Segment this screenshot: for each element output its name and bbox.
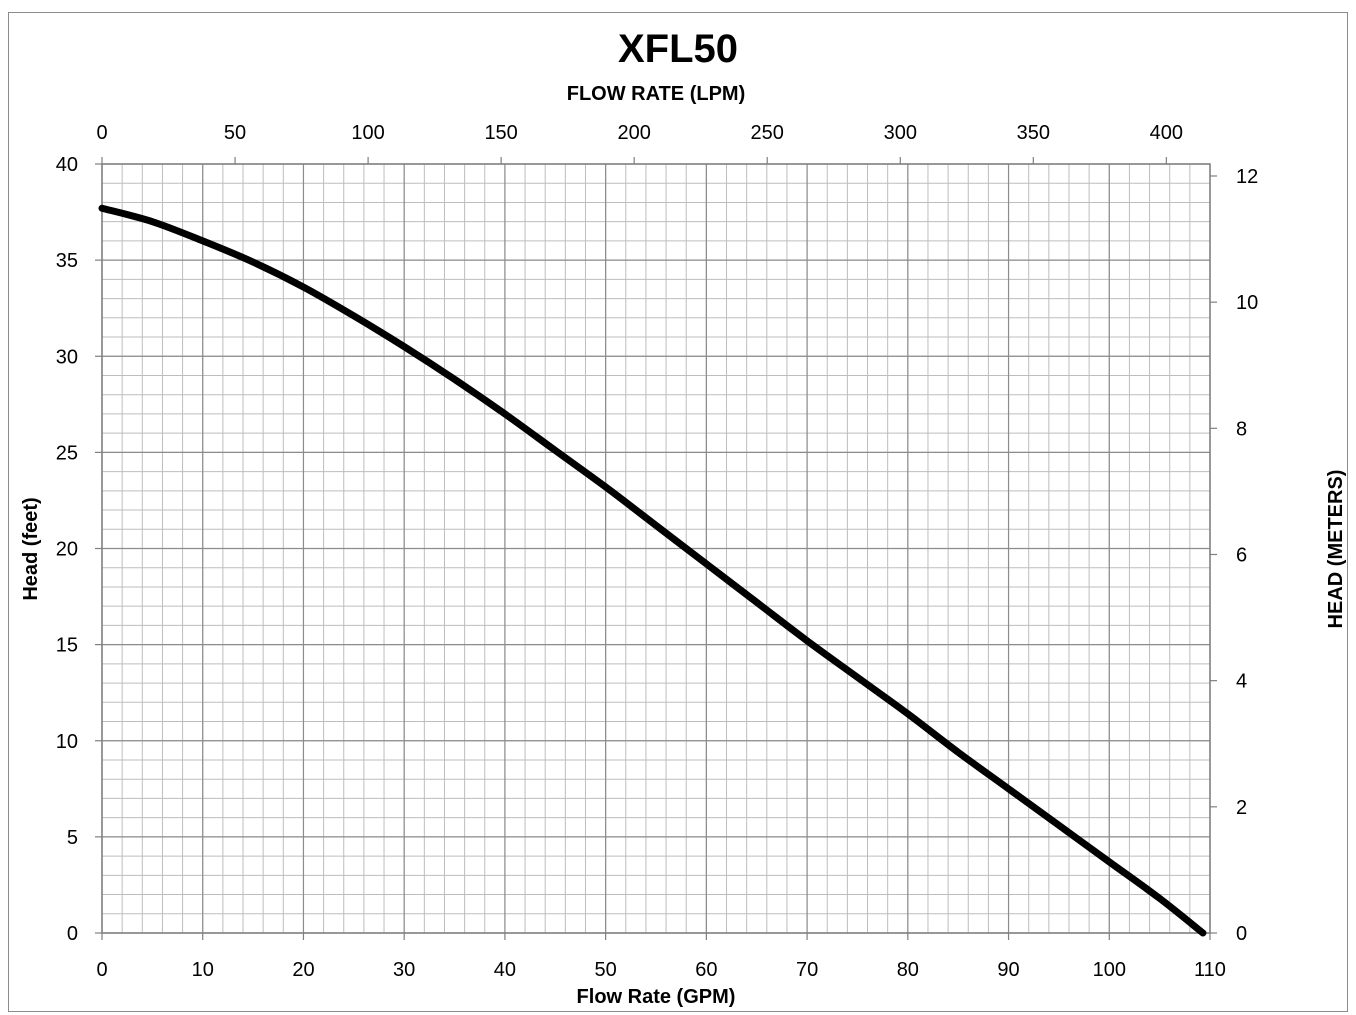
- y2-tick-label: 8: [1236, 418, 1247, 440]
- x-tick-label: 60: [695, 959, 717, 981]
- chart-frame: [8, 12, 1348, 1012]
- x2-tick-label: 100: [351, 122, 384, 144]
- y-tick-label: 5: [67, 827, 78, 849]
- y2-tick-label: 12: [1236, 166, 1258, 188]
- series-layer: [98, 204, 1207, 937]
- y-tick-label: 40: [56, 154, 78, 176]
- y-tick-label: 15: [56, 635, 78, 657]
- x-tick-label: 70: [796, 959, 818, 981]
- y-tick-label: 35: [56, 250, 78, 272]
- x-tick-label: 90: [997, 959, 1019, 981]
- x2-tick-label: 400: [1150, 122, 1183, 144]
- y2-tick-label: 4: [1236, 671, 1247, 693]
- x-tick-label: 0: [96, 959, 107, 981]
- y-tick-label: 30: [56, 346, 78, 368]
- x-tick-label: 30: [393, 959, 415, 981]
- x2-tick-label: 350: [1017, 122, 1050, 144]
- x-tick-label: 40: [494, 959, 516, 981]
- y-tick-label: 25: [56, 442, 78, 464]
- x-tick-label: 110: [1194, 959, 1226, 981]
- y-axis-title: Head (feet): [20, 497, 42, 600]
- head-curve-line: [98, 204, 1207, 937]
- chart-title: XFL50: [618, 27, 738, 71]
- y2-tick-label: 2: [1236, 797, 1247, 819]
- x2-tick-label: 300: [884, 122, 917, 144]
- y2-tick-label: 0: [1236, 923, 1247, 945]
- x2-tick-label: 200: [617, 122, 650, 144]
- y2-axis-title: HEAD (METERS): [1325, 470, 1347, 629]
- major-grid: [101, 163, 1211, 934]
- y2-tick-label: 6: [1236, 544, 1247, 566]
- y-axis-tick-labels: 0 5 10 15 20 25 30 35 40: [56, 154, 78, 945]
- x2-axis-title: FLOW RATE (LPM): [567, 83, 745, 105]
- tick-marks: [95, 157, 1217, 940]
- x-tick-label: 100: [1093, 959, 1126, 981]
- x-tick-label: 50: [595, 959, 617, 981]
- x2-tick-label: 50: [224, 122, 246, 144]
- y2-tick-label: 10: [1236, 292, 1258, 314]
- y-tick-label: 0: [67, 923, 78, 945]
- y-tick-label: 20: [56, 539, 78, 561]
- x-axis-title: Flow Rate (GPM): [577, 986, 736, 1008]
- x2-axis-tick-labels: 0 50 100 150 200 250 300 350 400: [96, 122, 1183, 144]
- y-tick-label: 10: [56, 731, 78, 753]
- x2-tick-label: 250: [751, 122, 784, 144]
- x2-tick-label: 0: [96, 122, 107, 144]
- x2-tick-label: 150: [484, 122, 517, 144]
- y2-axis-tick-labels: 0 2 4 6 8 10 12: [1236, 166, 1258, 945]
- x-tick-label: 20: [292, 959, 314, 981]
- x-axis-tick-labels: 0 10 20 30 40 50 60 70 80 90 100 110: [96, 959, 1226, 981]
- x-tick-label: 80: [897, 959, 919, 981]
- x-tick-label: 10: [192, 959, 214, 981]
